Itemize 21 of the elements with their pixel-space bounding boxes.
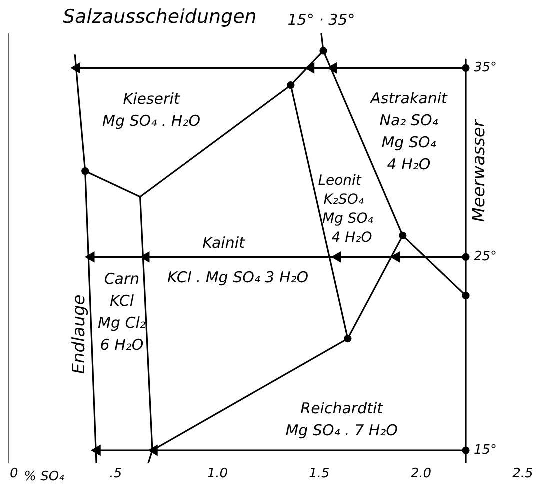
annotation: Kieserit Mg SO₄ . H₂O [102,90,201,130]
text: 15° · 35° [288,10,356,29]
annotation: Carn KCl Mg Cl₂ 6 H₂O [98,270,146,354]
series-label: 15° [474,442,498,458]
series-label: 25° [474,250,498,265]
x-tick-label: 0 [10,466,18,482]
annotation: Astrakanit Na₂ SO₄ Mg SO₄ 4 H₂O [370,89,448,174]
series-label: 35° [474,60,498,76]
annotation: Reichardtit Mg SO₄ . 7 H₂O [286,399,398,440]
x-axis-title: % SO₄ [24,469,66,484]
y-axis-title: Endlauge [69,294,90,374]
annotation: KCl . Mg SO₄ 3 H₂O [167,268,309,287]
x-tick-label: 1.5 [309,466,330,482]
annotation: Leonit K₂SO₄ Mg SO₄ 4 H₂O [318,173,374,246]
y2-axis-title: Meerwasser [469,119,490,222]
x-tick-label: 1.0 [207,466,228,482]
x-tick-label: .5 [110,466,122,482]
x-tick-label: 2.5 [512,466,534,482]
annotation: Kainit [202,234,246,252]
x-tick-label: 2.0 [410,466,432,482]
chart-title: Salzausscheidungen [63,6,257,28]
